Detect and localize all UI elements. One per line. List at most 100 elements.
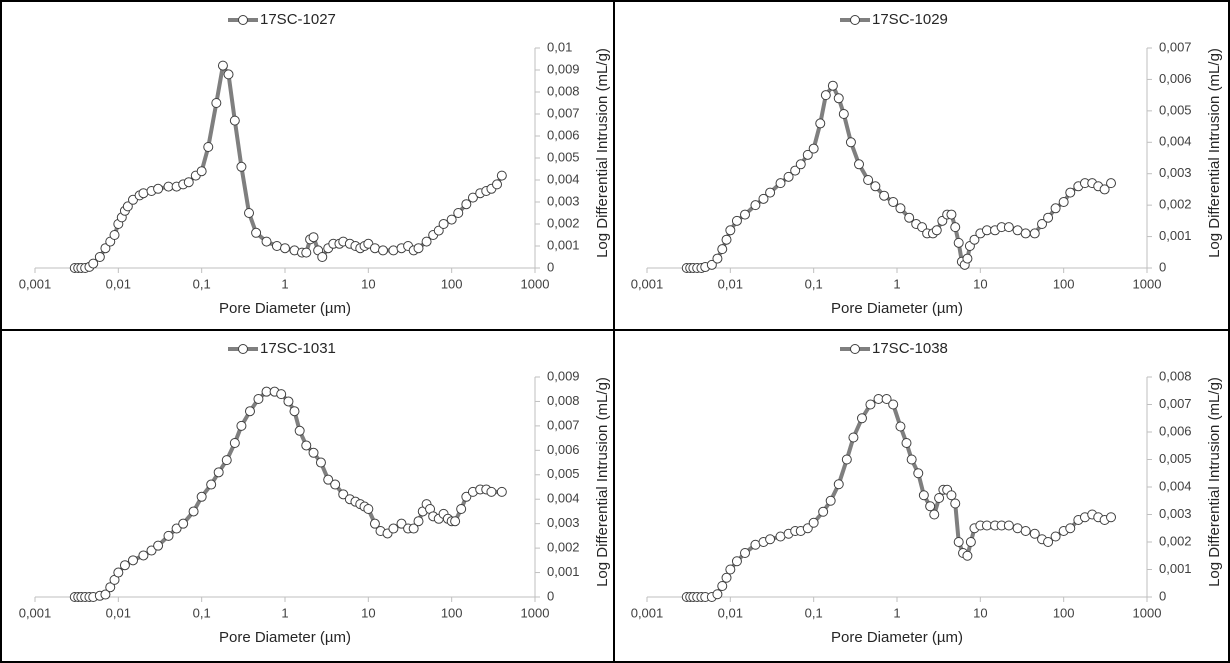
y-tick-label: 0,003 [547,515,580,530]
data-point [413,243,424,254]
data-point [244,208,255,218]
data-point [904,212,915,223]
x-tick-label: 1 [281,605,288,620]
data-point [317,252,328,262]
data-point [1058,197,1069,207]
data-point [408,523,419,534]
x-tick-label: 0,001 [19,276,52,291]
data-point [838,109,849,119]
data-point [280,243,290,254]
legend-marker [238,15,248,25]
data-point [486,486,497,497]
y-tick-label: 0,005 [1159,102,1192,117]
y-tick-label: 0,007 [547,417,580,432]
data-point [712,253,723,264]
data-point [461,491,472,502]
data-point [119,560,130,571]
data-point [128,555,139,566]
data-point [122,201,133,212]
data-point [901,438,912,448]
data-point [808,143,819,154]
y-tick-label: 0,005 [1159,451,1192,466]
data-point [906,454,917,465]
data-point [795,159,806,170]
data-point [1003,520,1014,531]
data-point [833,93,844,104]
data-point [790,165,801,176]
y-tick-label: 0,004 [1159,478,1192,493]
x-tick-label: 1 [893,276,900,291]
data-point [153,183,164,194]
y-tick-label: 0,005 [547,149,580,164]
data-point [721,234,732,245]
data-point [433,225,444,236]
data-point [496,486,507,497]
y-tick-label: 0,004 [547,171,580,186]
data-point [213,467,224,478]
data-point [330,479,341,490]
data-point [378,245,389,256]
data-point [453,208,464,218]
data-point [918,490,929,501]
data-point [94,252,105,262]
x-tick-label: 1 [281,276,288,291]
data-point [450,516,461,527]
data-point [163,530,174,541]
data-point [315,457,326,468]
x-tick-label: 10 [973,605,987,620]
x-tick-label: 100 [1053,276,1075,291]
data-point [717,244,728,255]
x-tick-label: 10 [361,276,375,291]
data-point [929,509,940,520]
y-tick-label: 0,009 [547,61,580,76]
data-point [100,243,111,254]
data-point [251,227,262,238]
data-point [1029,228,1040,239]
data-point [865,399,876,410]
y-tick-label: 0,007 [547,105,580,120]
data-point [1003,222,1014,233]
data-point [153,540,164,551]
x-tick-label: 0,1 [805,276,823,291]
data-point [196,166,207,177]
data-point [229,115,240,126]
data-point [1050,531,1061,542]
y-tick-label: 0,006 [547,127,580,142]
y-tick-label: 0,003 [1159,165,1192,180]
data-point [925,501,936,512]
x-tick-label: 1000 [521,605,550,620]
x-tick-label: 100 [441,276,463,291]
y-tick-label: 0,003 [547,193,580,208]
y-tick-label: 0,01 [547,39,572,54]
y-axis-label: Log Differential Intrusion (mL/g) [594,48,611,258]
data-point [203,142,214,152]
x-tick-label: 100 [1053,605,1075,620]
data-point [438,219,449,229]
data-point [183,177,194,188]
data-point [802,149,813,160]
y-tick-label: 0 [547,588,554,603]
data-point [421,236,432,247]
data-point [396,518,407,529]
y-tick-label: 0,003 [1159,506,1192,521]
y-tick-label: 0,007 [1159,396,1192,411]
x-tick-label: 1000 [1133,276,1162,291]
y-tick-label: 0 [547,259,554,274]
data-point [456,504,467,514]
data-point [721,572,732,583]
data-point [138,188,149,199]
legend-label: 17SC-1027 [260,11,336,28]
data-point [808,517,819,528]
data-point [1043,212,1054,223]
data-point [496,170,507,181]
y-tick-label: 0,001 [547,564,580,579]
data-point [1043,537,1054,547]
y-tick-label: 0,008 [547,393,580,408]
data-point [1065,523,1076,534]
data-point [870,181,881,192]
y-tick-label: 0,008 [547,83,580,98]
data-point [206,479,217,490]
data-point [196,491,207,502]
data-point [706,259,717,270]
